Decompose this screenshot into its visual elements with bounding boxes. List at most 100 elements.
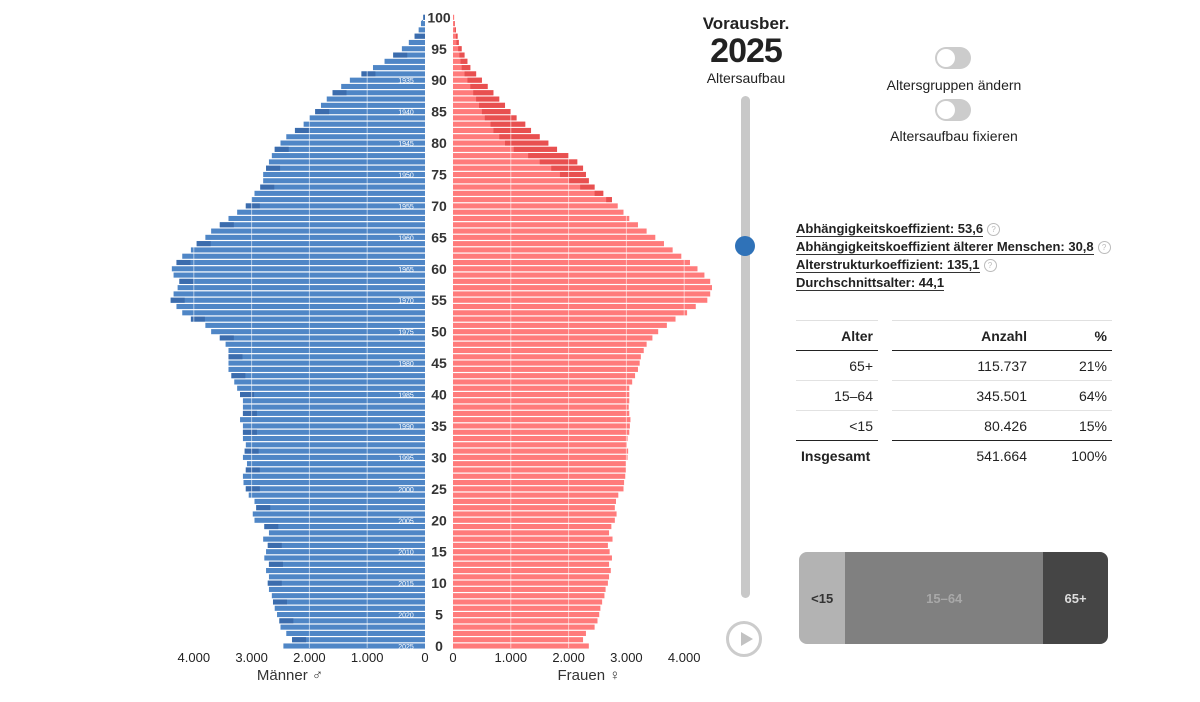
- women-bar: [453, 404, 629, 410]
- women-bar-surplus: [454, 27, 456, 33]
- help-icon[interactable]: ?: [1097, 241, 1111, 254]
- toggle-altersaufbau[interactable]: [935, 99, 971, 121]
- women-bar: [453, 385, 630, 391]
- men-bar: [228, 360, 425, 366]
- year-slider-handle[interactable]: [735, 236, 755, 256]
- women-bar: [453, 524, 612, 530]
- men-bar: [211, 329, 425, 335]
- women-bar: [453, 90, 494, 96]
- women-bar-surplus: [513, 146, 558, 152]
- women-bar: [453, 272, 705, 278]
- women-bar: [453, 197, 612, 203]
- men-bar: [228, 354, 425, 360]
- men-x-tick: 0: [421, 650, 428, 665]
- men-bar: [254, 517, 425, 523]
- men-bar: [420, 21, 425, 27]
- men-bar: [332, 90, 425, 96]
- men-bar: [268, 586, 425, 592]
- women-bar: [453, 435, 628, 442]
- toggle-knob: [937, 49, 955, 67]
- coef-dependency-link[interactable]: Abhängigkeitskoeffizient: 53,6: [796, 221, 984, 237]
- coef-age-structure-link[interactable]: Alterstrukturkoeffizient: 135,1: [796, 257, 980, 273]
- women-bar-surplus: [499, 134, 540, 140]
- men-bar-edge: [332, 90, 347, 96]
- cell-count: 345.501: [892, 381, 1032, 411]
- women-bar: [453, 127, 532, 134]
- men-bar: [190, 316, 425, 322]
- women-bar-surplus: [464, 71, 477, 77]
- coef-old-age-dependency[interactable]: Abhängigkeitskoeffizient älterer Mensche…: [796, 239, 1111, 255]
- coef-mean-age[interactable]: Durchschnittsalter: 44,1: [796, 275, 945, 291]
- women-bar: [453, 643, 589, 649]
- men-bar-edge: [228, 354, 243, 360]
- table-row: <15 80.426 15%: [796, 411, 1112, 441]
- coef-age-structure[interactable]: Alterstrukturkoeffizient: 135,1?: [796, 257, 997, 273]
- men-bar-edge: [267, 580, 282, 586]
- women-x-tick: 4.000: [668, 650, 701, 665]
- women-bar: [453, 605, 601, 611]
- women-bar-surplus: [528, 153, 569, 159]
- men-bar: [303, 121, 425, 127]
- play-button[interactable]: [726, 621, 762, 657]
- men-bar: [279, 618, 425, 624]
- birth-year-label: 2005: [398, 518, 414, 525]
- toggle-altersgruppen[interactable]: [935, 47, 971, 69]
- men-bar: [176, 303, 425, 310]
- coef-old-age-link[interactable]: Abhängigkeitskoeffizient älterer Mensche…: [796, 239, 1094, 255]
- women-x-tick: 3.000: [610, 650, 643, 665]
- coef-dependency[interactable]: Abhängigkeitskoeffizient: 53,6?: [796, 221, 1001, 237]
- age-tick-label: 15: [431, 544, 447, 560]
- age-tick-label: 95: [431, 41, 447, 57]
- men-bar: [274, 605, 425, 611]
- men-bar: [286, 134, 425, 140]
- women-bar: [453, 347, 644, 354]
- men-bar: [280, 140, 425, 146]
- men-bar-edge: [264, 524, 279, 530]
- men-bar-edge: [267, 542, 282, 548]
- women-bar: [453, 599, 603, 605]
- men-bar-edge: [272, 599, 287, 605]
- men-bar: [361, 71, 425, 77]
- age-tick-label: 45: [431, 355, 447, 371]
- men-bar-edge: [196, 241, 211, 247]
- women-bar: [453, 467, 626, 473]
- women-bar: [453, 423, 630, 429]
- birth-year-label: 2020: [398, 613, 414, 620]
- women-bar-surplus: [559, 171, 586, 178]
- men-bar: [171, 266, 425, 272]
- men-bar: [326, 96, 425, 102]
- men-bar: [211, 228, 425, 234]
- men-bar: [283, 643, 425, 649]
- age-share-bar: <15 15–64 65+: [799, 552, 1108, 644]
- men-bar-edge: [219, 335, 234, 341]
- help-icon[interactable]: ?: [987, 223, 1001, 236]
- women-bar: [453, 366, 638, 372]
- men-tip: [421, 19, 425, 25]
- men-bar: [176, 259, 425, 266]
- women-bar: [453, 27, 456, 33]
- women-x-tick: 1.000: [495, 650, 528, 665]
- men-bar-edge: [414, 33, 425, 39]
- women-bar: [453, 190, 604, 196]
- women-bar-surplus: [505, 140, 549, 146]
- toggle-altersaufbau-label: Altersaufbau fixieren: [890, 128, 1018, 144]
- men-bar: [196, 241, 425, 247]
- men-bar: [254, 498, 425, 504]
- men-bar: [244, 448, 425, 454]
- men-bar-edge: [242, 429, 257, 435]
- men-bar: [205, 322, 425, 328]
- women-bar: [453, 536, 613, 542]
- men-bar-edge: [315, 109, 330, 115]
- women-bar: [453, 580, 608, 586]
- help-icon[interactable]: ?: [983, 259, 997, 272]
- men-bar-edge: [245, 486, 260, 492]
- women-bar-surplus: [481, 109, 511, 115]
- share-segment-2: 65+: [1043, 552, 1108, 644]
- birth-year-label: 1950: [398, 172, 414, 179]
- men-x-tick: 3.000: [235, 650, 268, 665]
- coef-mean-age-link[interactable]: Durchschnittsalter: 44,1: [796, 275, 945, 291]
- cell-percent: 64%: [1032, 381, 1112, 411]
- year-slider-track[interactable]: [741, 96, 750, 598]
- birth-year-label: 1990: [398, 424, 414, 431]
- men-bar: [264, 555, 425, 561]
